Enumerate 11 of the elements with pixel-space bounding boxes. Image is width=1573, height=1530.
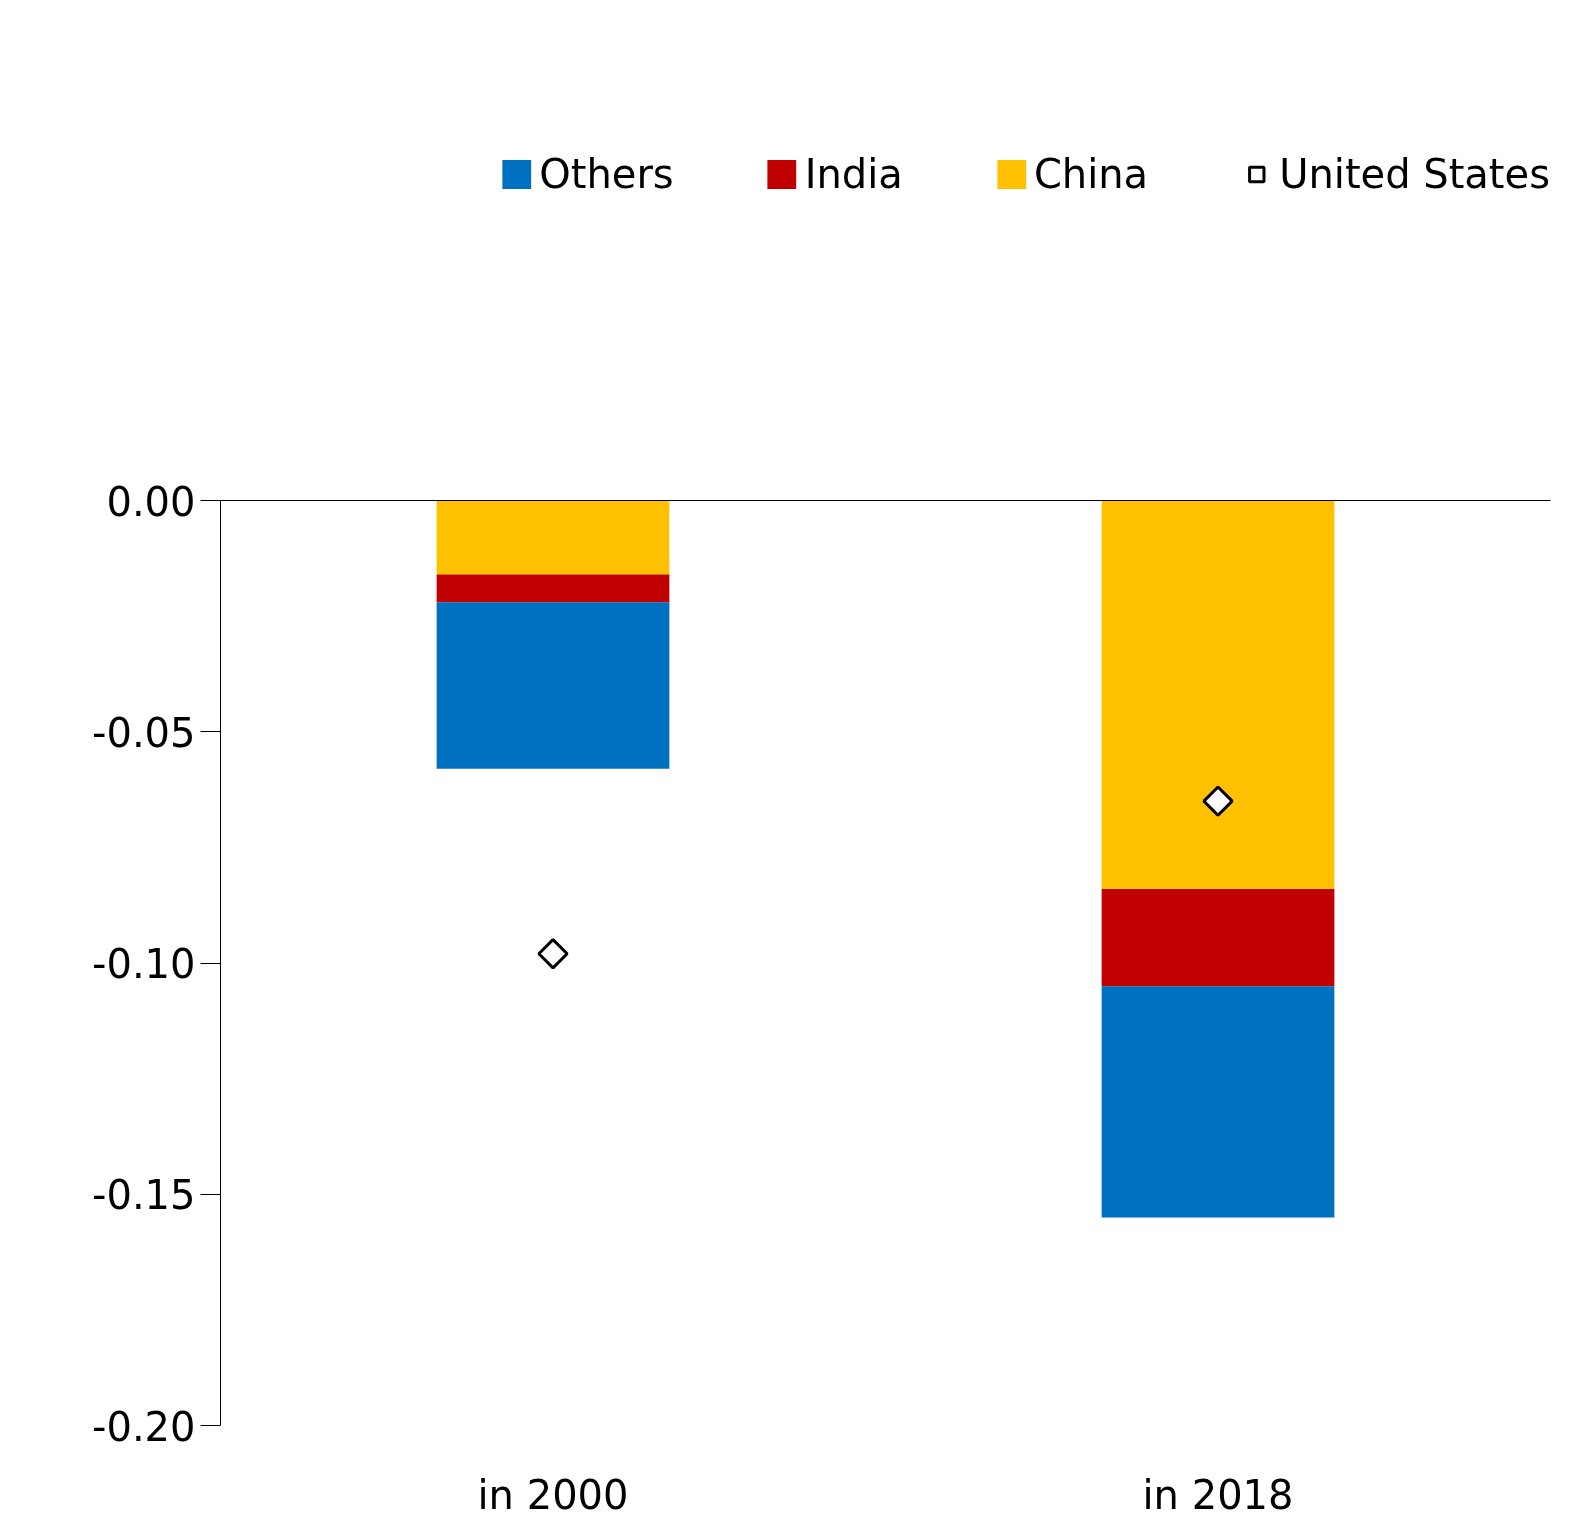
y-tick-label: -0.10 xyxy=(92,941,196,987)
legend-label: United States xyxy=(1279,151,1550,198)
legend-label: China xyxy=(1033,151,1149,198)
legend-label: India xyxy=(804,151,903,198)
y-tick-label: -0.05 xyxy=(92,709,196,756)
x-tick-label: in 2000 xyxy=(477,1471,629,1518)
y-tick-label: 0.00 xyxy=(106,478,196,525)
y-tick-label: -0.20 xyxy=(92,1403,196,1450)
x-tick-label: in 2018 xyxy=(1142,1471,1294,1518)
y-tick-label: -0.15 xyxy=(92,1172,196,1219)
legend-label: Others xyxy=(539,151,674,198)
